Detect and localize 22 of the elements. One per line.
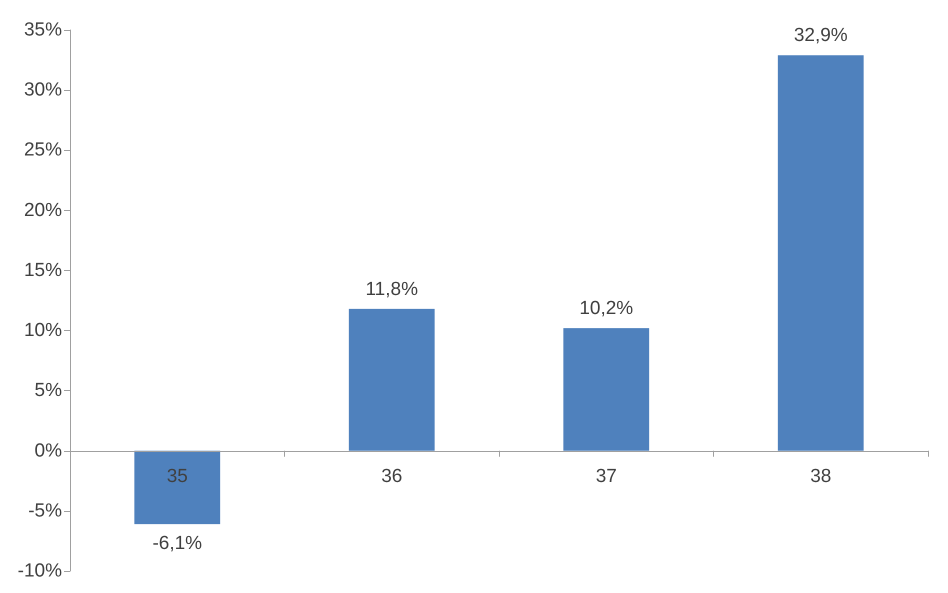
y-tick-label: -10% [18,560,62,582]
y-tick-label: 0% [34,440,62,462]
data-label: 11,8% [366,278,418,300]
y-tick-label: 5% [34,380,62,402]
x-tick-label: 36 [381,466,402,487]
y-tick-label: 20% [24,200,62,221]
data-label: 10,2% [579,298,634,320]
bar [134,450,220,524]
x-tick-label: 35 [166,466,188,487]
y-tick-label: -5% [28,500,62,522]
bar [348,308,435,451]
bar [778,55,864,451]
data-label: -6,1% [152,533,202,554]
y-tick-label: 30% [24,80,62,101]
y-tick-label: 15% [24,260,62,281]
y-tick-label: 35% [24,20,62,40]
x-tick-label: 38 [810,466,832,487]
y-tick-label: 25% [24,140,62,161]
bar [563,328,650,451]
data-label: 32,9% [794,25,848,46]
y-tick-label: 10% [24,320,62,342]
x-tick-label: 37 [596,466,617,487]
